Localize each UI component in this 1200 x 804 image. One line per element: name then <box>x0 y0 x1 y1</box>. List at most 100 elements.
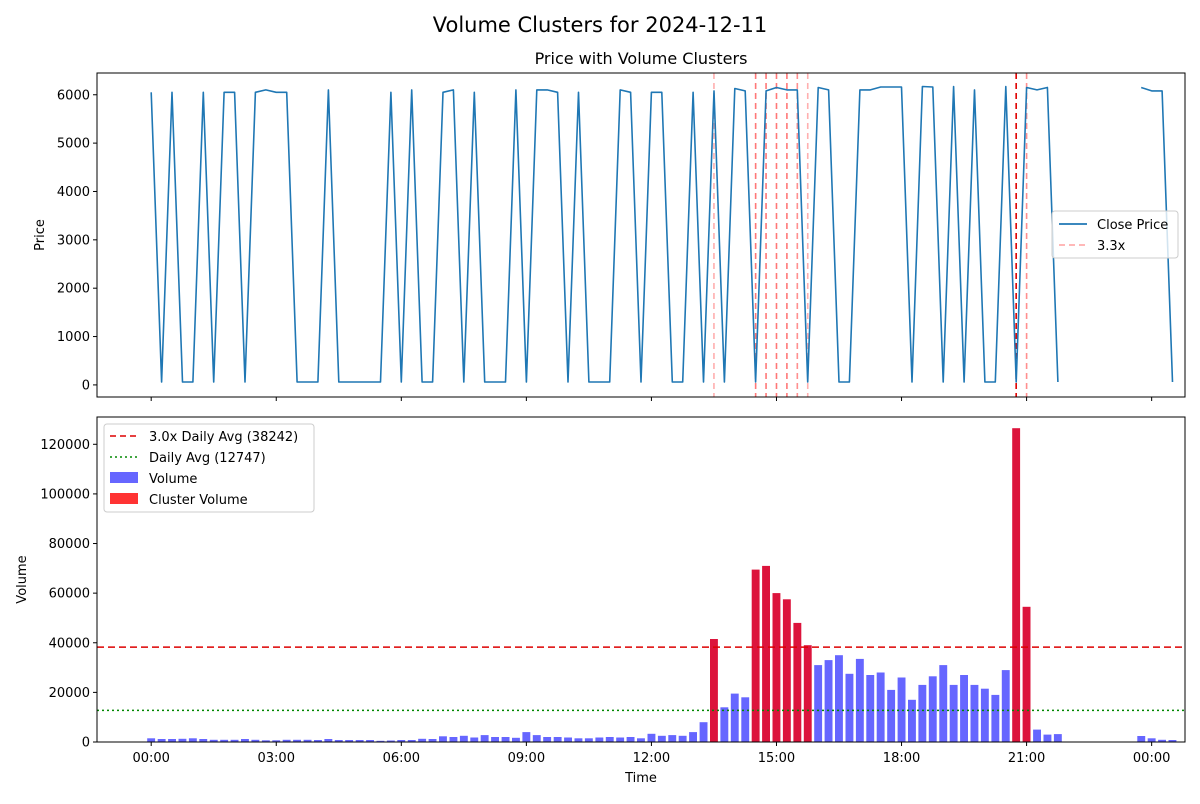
volume-bar <box>459 735 468 742</box>
volume-bar <box>949 684 958 742</box>
volume-bar <box>407 740 416 742</box>
cluster-volume-bar <box>772 593 781 742</box>
volume-bar <box>637 738 645 742</box>
volume-bar <box>584 738 593 742</box>
legend-label: Volume <box>149 472 197 487</box>
cluster-volume-bar <box>1022 606 1031 742</box>
volume-bar <box>689 732 697 742</box>
volume-bar <box>939 665 948 742</box>
volume-x-tick-label: 21:00 <box>1008 751 1045 766</box>
cluster-volume-bar <box>762 565 770 742</box>
volume-bar <box>157 739 166 742</box>
price-y-tick-label: 5000 <box>57 137 90 152</box>
volume-bar <box>991 694 1000 742</box>
close-price-line <box>150 85 1059 383</box>
volume-bar <box>960 675 968 742</box>
volume-bar <box>876 672 885 742</box>
volume-bar <box>251 739 260 742</box>
volume-y-tick-label: 80000 <box>49 537 90 552</box>
volume-bar <box>595 737 604 742</box>
volume-bar <box>449 737 458 742</box>
price-y-axis-label: Price <box>33 219 48 251</box>
volume-bar <box>980 688 989 742</box>
volume-bar <box>866 675 875 742</box>
volume-bar <box>1168 740 1177 742</box>
volume-bar <box>418 738 427 742</box>
volume-bar <box>835 655 843 742</box>
volume-bar <box>1043 734 1052 742</box>
volume-bar <box>376 740 385 742</box>
volume-bar <box>522 732 531 742</box>
volume-x-axis-label: Time <box>624 771 657 786</box>
price-axes: 0 1000 2000 3000 4000 5000 6000 Price with Volu… <box>33 49 1186 401</box>
volume-bar <box>199 739 208 742</box>
volume-bar <box>720 707 729 742</box>
volume-bar <box>303 739 312 742</box>
legend-swatch <box>110 493 138 504</box>
volume-bar <box>324 739 333 742</box>
volume-bar <box>366 740 374 742</box>
price-y-tick-label: 0 <box>82 378 90 393</box>
volume-y-tick-label: 40000 <box>49 636 90 651</box>
volume-bar <box>678 735 687 742</box>
cluster-volume-bar <box>793 622 802 742</box>
volume-bar <box>647 733 656 742</box>
volume-bar <box>345 740 354 742</box>
volume-bar <box>470 737 479 742</box>
figure-title: Volume Clusters for 2024-12-11 <box>433 13 768 37</box>
volume-bar <box>230 739 239 742</box>
price-y-tick-label: 1000 <box>57 330 90 345</box>
volume-x-tick-label: 00:00 <box>132 751 169 766</box>
volume-bar <box>553 737 562 742</box>
volume-y-tick-label: 0 <box>82 736 90 751</box>
volume-bar <box>855 658 864 742</box>
volume-bar <box>1053 734 1062 742</box>
volume-bar <box>928 676 937 742</box>
volume-axes-frame <box>96 416 1186 743</box>
volume-bar <box>741 697 750 742</box>
volume-bar <box>241 739 249 742</box>
volume-bar <box>897 677 906 742</box>
volume-x-tick-label: 12:00 <box>633 751 670 766</box>
volume-x-tick-label: 09:00 <box>508 751 545 766</box>
volume-bar <box>564 737 572 742</box>
volume-y-tick-label: 100000 <box>40 487 90 502</box>
volume-bar <box>439 736 447 742</box>
price-y-tick-label: 4000 <box>57 185 90 200</box>
volume-legend-box <box>103 423 315 513</box>
volume-bar <box>657 735 666 742</box>
volume-x-tick-label: 00:00 <box>1133 751 1170 766</box>
volume-bar <box>1033 729 1041 742</box>
volume-x-tick-label: 06:00 <box>383 751 420 766</box>
cluster-volume-bar <box>710 639 718 742</box>
volume-bar <box>605 737 614 742</box>
price-axes-frame <box>96 72 1186 398</box>
volume-bar <box>491 737 499 742</box>
volume-bar <box>1158 739 1166 742</box>
volume-y-tick-label: 20000 <box>49 686 90 701</box>
volume-y-tick-label: 120000 <box>40 438 90 453</box>
legend-label: Daily Avg (12747) <box>149 451 266 466</box>
volume-bar <box>501 737 510 742</box>
volume-x-tick-label: 18:00 <box>883 751 920 766</box>
volume-bar <box>824 660 833 742</box>
volume-bar <box>970 684 979 742</box>
cluster-volume-bar <box>751 569 760 742</box>
volume-bar <box>574 738 583 742</box>
price-legend-box <box>1051 210 1179 259</box>
volume-bar <box>730 693 739 742</box>
price-y-tick-label: 3000 <box>57 233 90 248</box>
legend-label: Cluster Volume <box>149 493 248 508</box>
volume-legend: 3.0x Daily Avg (38242) Daily Avg (12747) V… <box>103 423 315 513</box>
price-legend: Close Price 3.3x <box>1051 210 1179 259</box>
volume-axes: 0 20000 40000 60000 80000 100000 120000 00:00 03… <box>15 416 1186 786</box>
volume-bar <box>293 739 301 742</box>
volume-y-tick-label: 60000 <box>49 587 90 602</box>
volume-bar <box>334 740 343 742</box>
volume-bar <box>147 738 156 742</box>
price-y-tick-label: 6000 <box>57 88 90 103</box>
volume-bar <box>918 684 927 742</box>
volume-bar <box>428 739 437 742</box>
cluster-volume-bar <box>1012 428 1021 742</box>
